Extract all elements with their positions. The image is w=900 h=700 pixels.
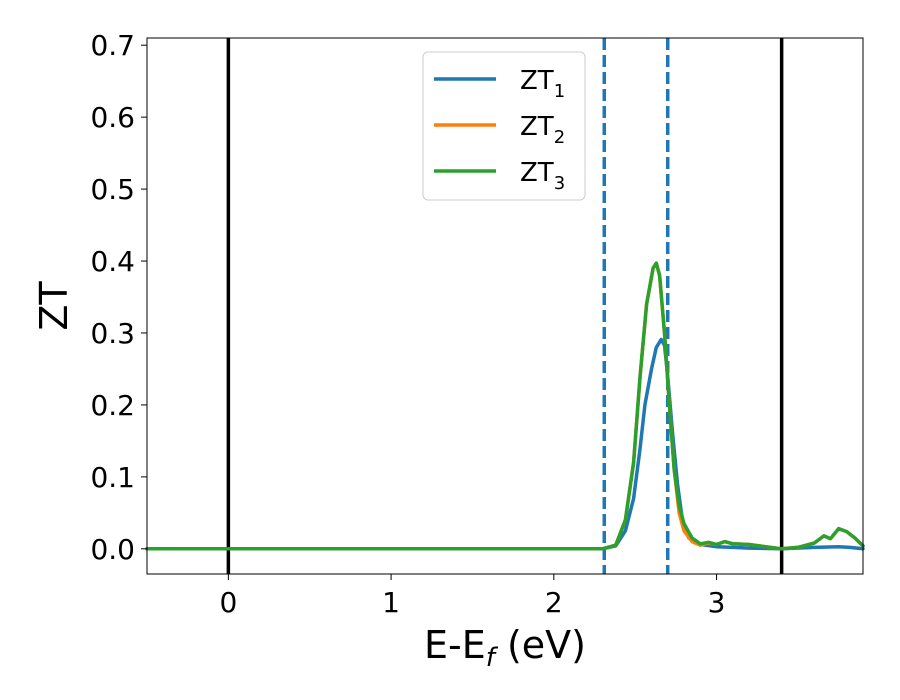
legend: ZT1 ZT2 ZT3 [422,51,586,201]
x-axis-label: E-Ef (eV) [424,623,586,673]
legend-entries: ZT1 ZT2 ZT3 [434,66,565,194]
y-axis-ticks: 0.0 0.1 0.2 0.3 0.4 0.5 0.6 0.7 [90,29,147,566]
plot-border [146,37,864,575]
x-axis-label-main: E-E [424,623,486,667]
y-tick-label: 0.6 [90,101,135,134]
x-axis-ticks: 0 1 2 3 [219,574,725,619]
y-tick-label: 0.1 [90,461,135,494]
legend-label-zt3: ZT3 [520,158,565,194]
series-lines [145,261,865,551]
legend-label-zt1: ZT1 [520,66,565,102]
legend-box [422,51,586,201]
series-line-zt3 [145,261,865,551]
x-tick-label: 3 [708,586,726,619]
y-tick-label: 0.0 [90,533,135,566]
y-tick-label: 0.2 [90,389,135,422]
y-tick-label: 0.7 [90,29,135,62]
x-tick-label: 1 [382,586,400,619]
y-tick-label: 0.5 [90,173,135,206]
reference-lines [226,38,784,574]
x-axis-label-unit: (eV) [495,623,586,667]
legend-label-zt2: ZT2 [520,112,565,148]
x-tick-label: 0 [219,586,237,619]
y-tick-label: 0.4 [90,245,135,278]
y-axis-label: ZT [32,281,76,331]
x-tick-label: 2 [545,586,563,619]
y-tick-label: 0.3 [90,317,135,350]
